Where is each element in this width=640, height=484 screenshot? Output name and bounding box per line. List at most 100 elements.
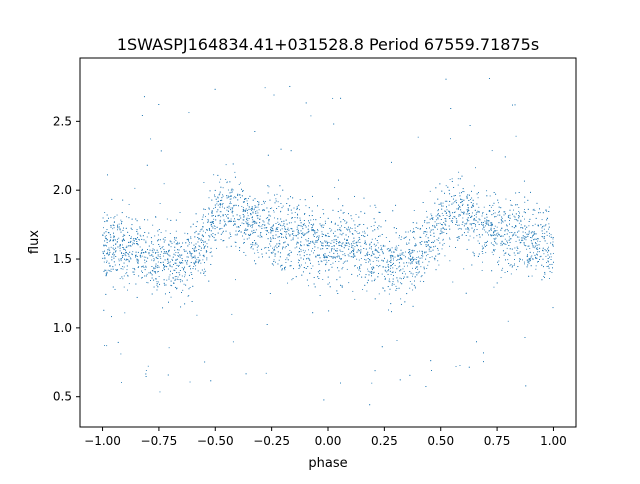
data-point <box>257 245 259 247</box>
data-point <box>312 224 314 226</box>
data-point <box>222 240 224 242</box>
data-point <box>314 233 316 235</box>
data-point <box>549 264 551 265</box>
data-point <box>261 248 263 250</box>
data-point <box>374 204 376 206</box>
data-point <box>392 263 394 265</box>
data-point <box>328 260 330 261</box>
data-point <box>520 224 522 226</box>
data-point <box>442 215 444 216</box>
data-point <box>528 275 530 277</box>
data-point <box>235 245 237 247</box>
data-point <box>262 210 264 212</box>
data-point <box>468 220 470 222</box>
data-point <box>167 268 169 270</box>
data-point <box>389 281 391 283</box>
data-point <box>214 88 216 90</box>
data-point <box>310 241 311 243</box>
data-point <box>207 219 209 221</box>
data-point <box>509 217 511 219</box>
data-point <box>122 256 123 258</box>
data-point <box>273 249 275 251</box>
data-point <box>305 102 307 104</box>
data-point <box>506 225 508 227</box>
data-point <box>197 261 199 263</box>
data-point <box>543 253 545 255</box>
data-point <box>426 234 428 235</box>
data-point <box>253 232 255 234</box>
data-point <box>120 219 122 221</box>
data-point <box>524 225 526 227</box>
data-point <box>506 247 508 249</box>
data-point <box>251 209 253 211</box>
data-point <box>530 240 532 242</box>
data-point <box>163 266 165 268</box>
data-point <box>543 238 545 240</box>
data-point <box>276 228 278 230</box>
data-point <box>466 195 468 197</box>
data-point <box>376 249 377 251</box>
data-point <box>289 255 291 257</box>
data-point <box>317 230 319 232</box>
data-point <box>289 265 291 267</box>
data-point <box>145 370 147 371</box>
data-point <box>354 230 356 232</box>
data-point <box>328 245 330 247</box>
data-point <box>353 248 355 250</box>
data-point <box>125 249 126 251</box>
data-point <box>359 266 361 268</box>
data-point <box>172 256 174 258</box>
data-point <box>264 247 265 249</box>
data-point <box>247 222 249 224</box>
data-point <box>482 225 484 226</box>
data-point <box>157 258 159 259</box>
data-point <box>213 207 215 209</box>
data-point <box>433 225 435 227</box>
data-point <box>240 197 241 199</box>
data-point <box>478 218 480 220</box>
data-point <box>261 253 263 255</box>
data-point <box>439 242 441 244</box>
data-point <box>149 255 151 257</box>
data-point <box>289 250 291 251</box>
data-point <box>359 232 361 234</box>
data-point <box>531 242 533 244</box>
data-point <box>183 268 185 270</box>
data-point <box>168 249 170 251</box>
data-point <box>340 245 342 246</box>
data-point <box>214 196 216 198</box>
data-point <box>393 283 395 285</box>
data-point <box>471 223 473 225</box>
data-point <box>207 220 209 222</box>
data-point <box>353 240 355 242</box>
data-point <box>230 195 232 197</box>
data-point <box>251 227 253 229</box>
data-point <box>537 251 538 253</box>
data-point <box>271 226 273 228</box>
data-point <box>455 199 457 201</box>
data-point <box>200 272 202 274</box>
data-point <box>493 210 494 211</box>
data-point <box>452 281 454 283</box>
data-point <box>140 235 142 237</box>
data-point <box>319 223 321 225</box>
data-point <box>180 254 182 256</box>
data-point <box>513 233 515 235</box>
data-point <box>434 258 436 260</box>
data-point <box>539 247 541 249</box>
data-point <box>112 247 114 249</box>
data-point <box>448 216 450 217</box>
data-point <box>222 230 224 232</box>
data-point <box>252 219 254 221</box>
data-point <box>267 247 269 249</box>
data-point <box>476 193 478 195</box>
data-point <box>437 213 439 215</box>
data-point <box>166 218 168 220</box>
data-point <box>254 198 256 200</box>
data-point <box>136 243 138 244</box>
data-point <box>266 207 268 209</box>
data-point <box>352 245 354 246</box>
data-point <box>213 215 214 216</box>
data-point <box>250 213 251 214</box>
data-point <box>298 260 300 262</box>
